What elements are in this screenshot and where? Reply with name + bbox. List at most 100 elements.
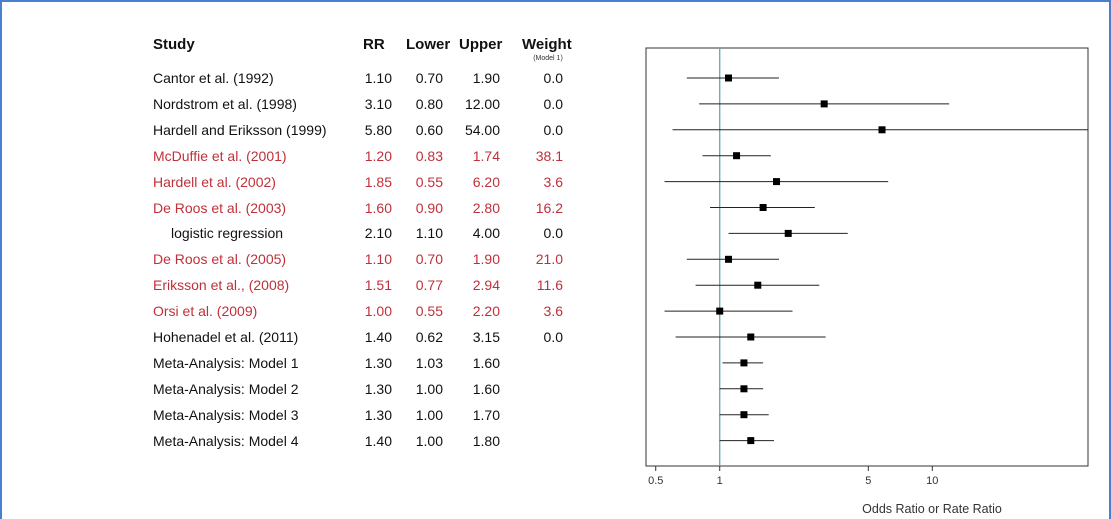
cell-rr: 1.30	[364, 380, 392, 397]
cell-study: Orsi et al. (2009)	[153, 303, 258, 320]
cell-upper: 2.94	[472, 277, 500, 294]
cell-lower: 1.10	[415, 225, 443, 242]
cell-upper: 1.90	[472, 70, 500, 86]
cell-lower: 1.00	[415, 406, 443, 423]
table-row: Meta-Analysis: Model 1 1.30 1.03 1.60	[0, 353, 600, 373]
cell-weight: 0.0	[543, 225, 563, 242]
cell-upper: 54.00	[464, 121, 500, 138]
cell-rr: 5.80	[364, 121, 392, 138]
header-rr: RR	[363, 36, 385, 53]
cell-study: Meta-Analysis: Model 3	[153, 406, 299, 423]
cell-lower: 0.55	[415, 173, 443, 190]
cell-lower: 0.55	[415, 303, 443, 320]
estimate-marker	[747, 437, 755, 445]
header-study: Study	[153, 36, 195, 53]
cell-weight: 0.0	[543, 70, 563, 86]
estimate-marker	[754, 281, 762, 289]
cell-rr: 1.30	[364, 406, 392, 423]
cell-study: Hardell and Eriksson (1999)	[153, 121, 327, 138]
header-upper: Upper	[459, 36, 503, 53]
estimate-marker	[716, 307, 724, 315]
table-row: Hohenadel et al. (2011) 1.40 0.62 3.15 0.0	[0, 327, 600, 347]
cell-lower: 1.00	[415, 380, 443, 397]
cell-upper: 1.80	[472, 432, 500, 449]
plot-frame	[645, 47, 1089, 467]
cell-upper: 1.60	[472, 380, 500, 397]
estimate-marker	[773, 178, 781, 186]
cell-study: Nordstrom et al. (1998)	[153, 95, 297, 112]
estimate-marker	[733, 152, 741, 160]
header-weight: Weight	[522, 36, 572, 53]
cell-upper: 6.20	[472, 173, 500, 190]
table-row: Meta-Analysis: Model 2 1.30 1.00 1.60	[0, 379, 600, 399]
x-tick-label: 10	[926, 475, 938, 487]
frame-left-border	[0, 0, 2, 519]
cell-upper: 12.00	[464, 95, 500, 112]
cell-lower: 0.80	[415, 95, 443, 112]
cell-weight: 0.0	[543, 95, 563, 112]
cell-rr: 1.30	[364, 354, 392, 371]
table-row: Cantor et al. (1992) 1.10 0.70 1.90 0.0	[0, 68, 600, 88]
frame-top-border	[0, 0, 1111, 2]
cell-rr: 1.40	[364, 432, 392, 449]
table-row: Meta-Analysis: Model 4 1.40 1.00 1.80	[0, 431, 600, 451]
estimate-marker	[740, 385, 748, 393]
cell-rr: 1.10	[364, 251, 392, 268]
cell-weight: 38.1	[535, 147, 563, 164]
table-row: Meta-Analysis: Model 3 1.30 1.00 1.70	[0, 405, 600, 425]
estimate-marker	[747, 333, 755, 341]
cell-rr: 1.60	[364, 199, 392, 216]
table-row: Hardell and Eriksson (1999) 5.80 0.60 54.00…	[0, 120, 600, 140]
table-row: Eriksson et al., (2008) 1.51 0.77 2.94 11.6	[0, 275, 600, 295]
cell-study: Meta-Analysis: Model 1	[153, 354, 299, 371]
cell-weight: 21.0	[535, 251, 563, 268]
header-weight-subtitle: (Model 1)	[533, 55, 563, 62]
table-row: Nordstrom et al. (1998) 3.10 0.80 12.00 0.0	[0, 94, 600, 114]
cell-rr: 1.40	[364, 329, 392, 345]
cell-study: Eriksson et al., (2008)	[153, 277, 290, 294]
cell-lower: 0.90	[415, 199, 443, 216]
x-tick-label: 0.5	[648, 475, 663, 487]
table-row: Hardell et al. (2002) 1.85 0.55 6.20 3.6	[0, 172, 600, 192]
table-row: De Roos et al. (2003) 1.60 0.90 2.80 16.2	[0, 198, 600, 218]
cell-rr: 1.10	[364, 70, 392, 86]
cell-lower: 0.70	[415, 251, 443, 268]
cell-upper: 2.20	[472, 303, 500, 320]
estimate-marker	[878, 126, 886, 134]
cell-study: Hohenadel et al. (2011)	[153, 329, 299, 345]
cell-upper: 1.90	[472, 251, 500, 268]
cell-upper: 1.74	[472, 147, 500, 164]
estimate-marker	[725, 255, 733, 263]
cell-weight: 11.6	[536, 277, 563, 294]
x-axis-label: Odds Ratio or Rate Ratio	[862, 502, 1002, 516]
cell-rr: 1.85	[364, 173, 392, 190]
cell-lower: 1.00	[415, 432, 443, 449]
cell-weight: 3.6	[543, 303, 563, 320]
estimate-marker	[820, 100, 828, 108]
table-row: logistic regression 2.10 1.10 4.00 0.0	[0, 223, 600, 243]
estimate-marker	[740, 411, 748, 419]
estimate-marker	[759, 204, 767, 211]
cell-lower: 0.60	[415, 121, 443, 138]
cell-upper: 4.00	[472, 225, 500, 242]
cell-study: Cantor et al. (1992)	[153, 70, 274, 86]
cell-study: Meta-Analysis: Model 2	[153, 380, 299, 397]
table-row: Orsi et al. (2009) 1.00 0.55 2.20 3.6	[0, 301, 600, 321]
cell-rr: 1.20	[364, 147, 392, 164]
table-row: De Roos et al. (2005) 1.10 0.70 1.90 21.0	[0, 249, 600, 269]
cell-lower: 0.70	[415, 70, 443, 86]
cell-study: logistic regression	[171, 225, 284, 242]
cell-rr: 2.10	[364, 225, 392, 242]
table-row: McDuffie et al. (2001) 1.20 0.83 1.74 38.1	[0, 146, 600, 166]
cell-weight: 0.0	[543, 329, 563, 345]
cell-upper: 1.70	[472, 406, 500, 423]
cell-rr: 1.51	[364, 277, 392, 294]
estimate-marker	[725, 74, 733, 82]
cell-lower: 1.03	[415, 354, 443, 371]
x-tick-label: 1	[717, 475, 723, 487]
cell-rr: 1.00	[364, 303, 392, 320]
x-tick-label: 5	[865, 475, 871, 487]
cell-study: De Roos et al. (2003)	[153, 199, 287, 216]
cell-lower: 0.77	[415, 277, 443, 294]
cell-weight: 0.0	[543, 121, 563, 138]
